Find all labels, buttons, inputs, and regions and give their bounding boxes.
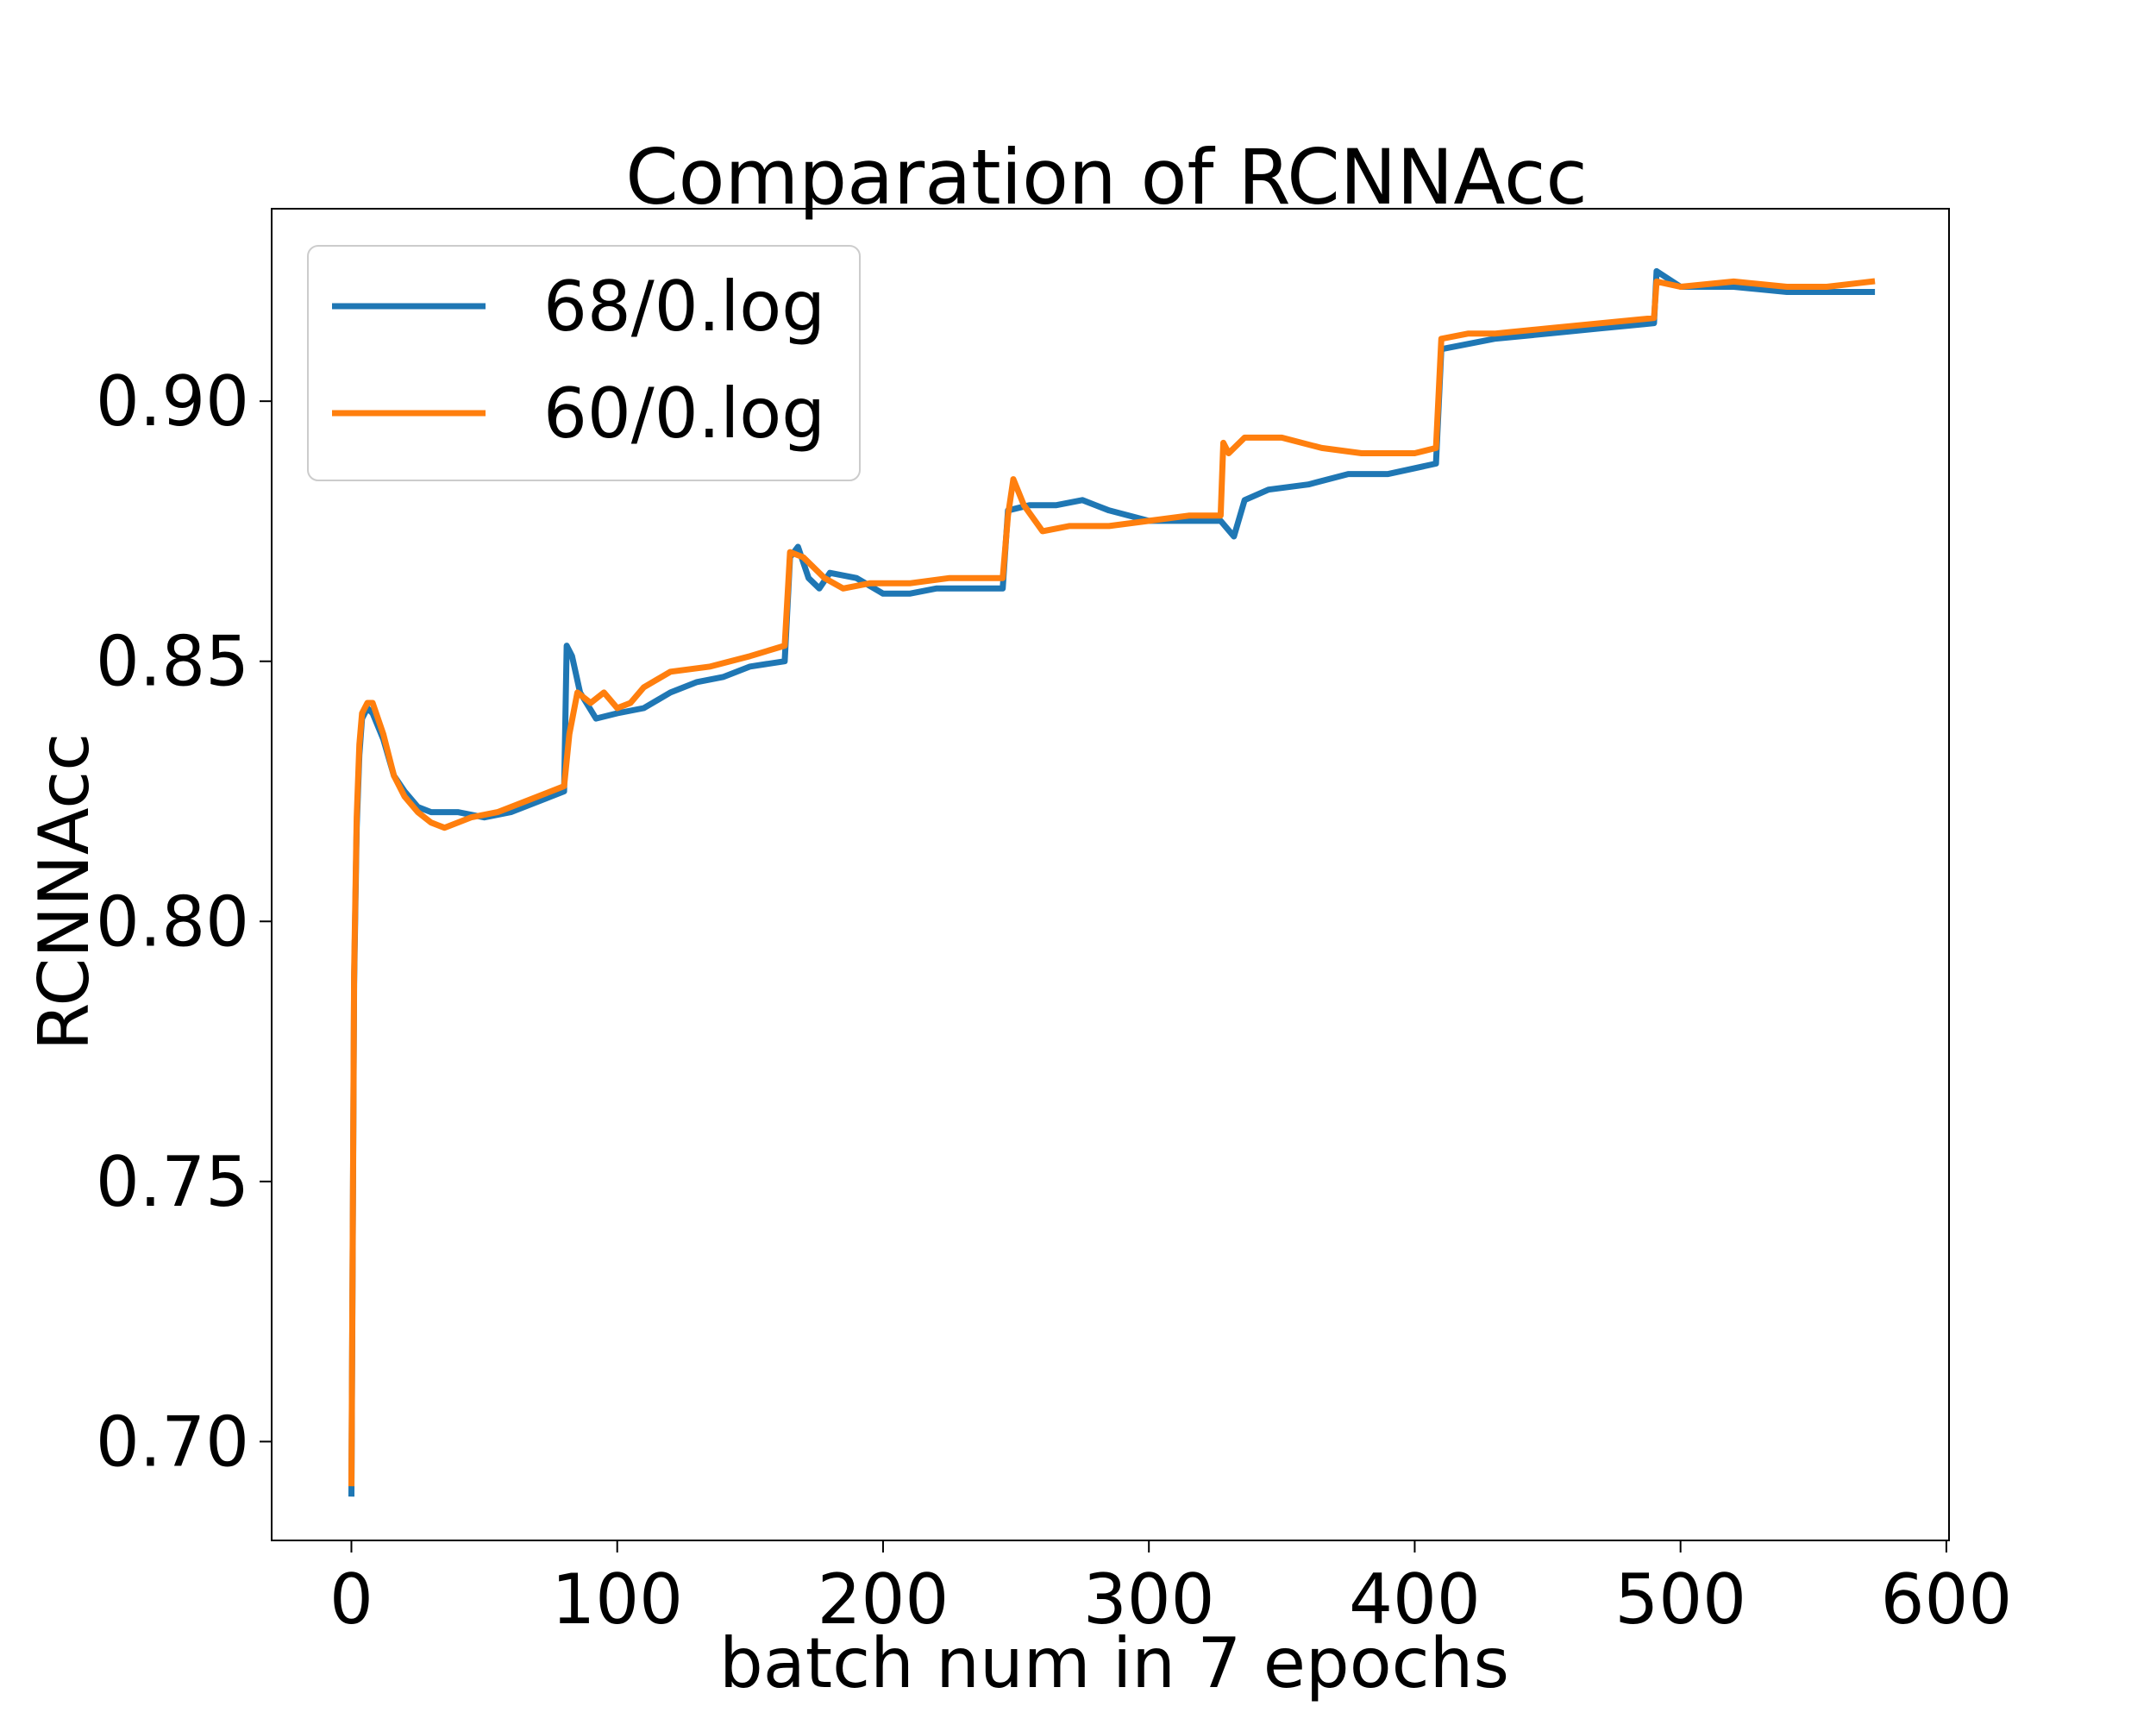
legend-label-2: 60/0.log bbox=[543, 373, 825, 454]
y-axis-label: RCNNAcc bbox=[24, 733, 104, 1051]
plot-frame bbox=[271, 208, 1950, 1541]
x-tick-label: 0 bbox=[329, 1559, 373, 1640]
legend: 68/0.log 60/0.log bbox=[307, 245, 861, 481]
y-tick-label: 0.85 bbox=[96, 622, 249, 702]
chart-title: Comparation of RCNNAcc bbox=[625, 133, 1588, 222]
series-line-1 bbox=[348, 267, 1876, 1497]
x-tick-label: 200 bbox=[818, 1559, 950, 1640]
x-tick-label: 600 bbox=[1881, 1559, 2013, 1640]
x-tick-label: 100 bbox=[551, 1559, 683, 1640]
x-tick-label: 500 bbox=[1614, 1559, 1746, 1640]
y-tick-label: 0.70 bbox=[96, 1402, 249, 1482]
series-line-2 bbox=[348, 278, 1876, 1487]
y-tick-label: 0.75 bbox=[96, 1142, 249, 1222]
y-tick-label: 0.90 bbox=[96, 361, 249, 442]
x-axis-label: batch num in 7 epochs bbox=[719, 1623, 1509, 1703]
legend-label-1: 68/0.log bbox=[543, 267, 825, 347]
x-tick-label: 300 bbox=[1083, 1559, 1215, 1640]
x-tick-label: 400 bbox=[1349, 1559, 1481, 1640]
y-tick-label: 0.80 bbox=[96, 881, 249, 962]
